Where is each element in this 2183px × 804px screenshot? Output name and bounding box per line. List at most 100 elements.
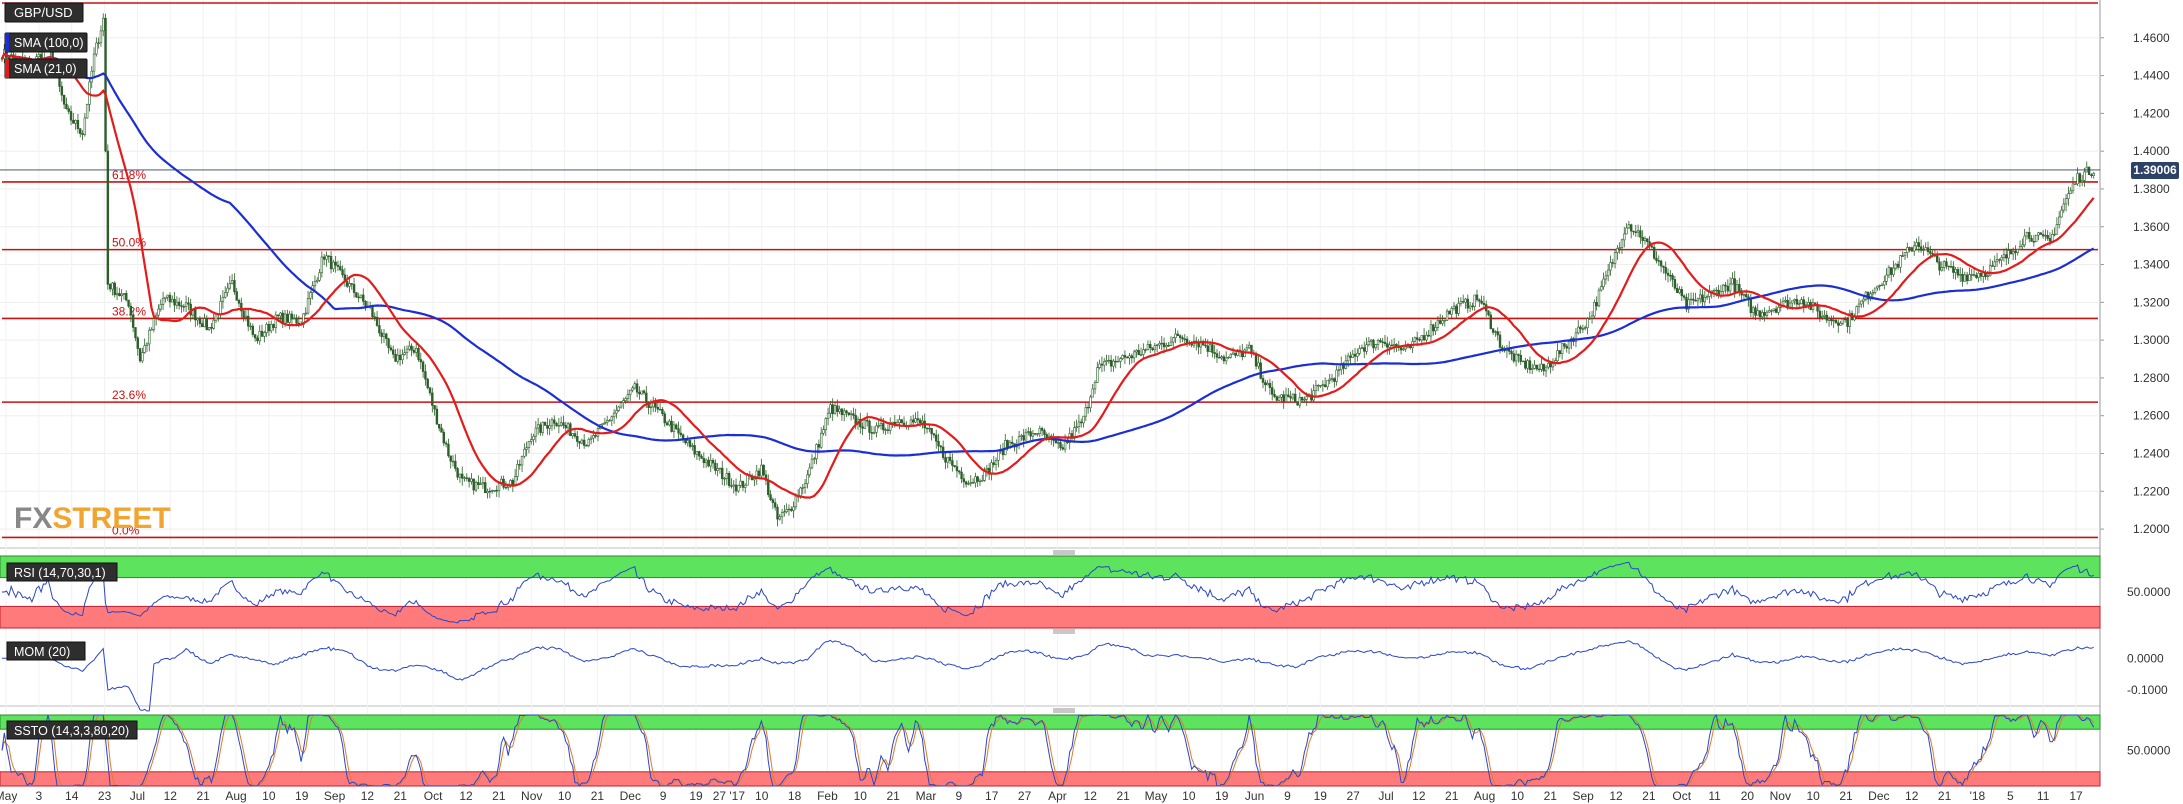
candle-body [1404, 346, 1407, 350]
candle-body [652, 402, 655, 408]
candle-body [592, 435, 595, 439]
legend-ssto[interactable]: SSTO (14,3,3,80,20) [6, 720, 138, 740]
candle-body [104, 17, 107, 152]
candle-body [1319, 385, 1322, 387]
candle-body [398, 354, 402, 361]
candle-body [997, 450, 1000, 461]
candle-body [1017, 436, 1021, 445]
candle-body [884, 429, 887, 431]
candle-body [1917, 242, 1921, 247]
candle-body [131, 314, 135, 328]
candle-body [518, 464, 521, 466]
candle-body [649, 406, 653, 409]
candle-body [1699, 294, 1702, 300]
candle-body [1158, 343, 1161, 346]
candle-body [1802, 299, 1805, 306]
candle-body [1604, 275, 1608, 280]
time-tick-label: 10 [1182, 789, 1196, 803]
candle-body [1231, 352, 1235, 355]
candle-body [1100, 363, 1104, 366]
candle-body [1333, 378, 1336, 382]
candle-body [693, 445, 696, 455]
candle-body [2085, 166, 2088, 173]
time-tick-label: Aug [1474, 789, 1495, 803]
candle-body [2053, 233, 2056, 236]
candle-body [461, 473, 464, 479]
momentum-line [2, 639, 2094, 712]
candle-body [2023, 235, 2026, 246]
candle-body [1873, 287, 1877, 293]
candle-body [122, 293, 126, 295]
candle-body [1657, 260, 1660, 262]
price-tick-label: 1.2200 [2133, 484, 2170, 498]
candle-body [1837, 322, 1840, 326]
candle-body [1705, 296, 1709, 298]
candle-body [327, 255, 330, 257]
candle-body [1027, 431, 1030, 433]
candle-body [1178, 335, 1182, 338]
candle-body [882, 423, 885, 431]
candle-body [1510, 351, 1513, 355]
candle-body [1756, 310, 1759, 316]
candle-body [1701, 294, 1704, 303]
candle-body [698, 451, 701, 457]
candle-body [1326, 379, 1329, 388]
candle-body [711, 460, 715, 464]
candle-body [764, 474, 768, 481]
candle-body [1130, 355, 1134, 359]
candle-body [553, 419, 556, 424]
candle-body [925, 427, 929, 430]
legend-sma-fast[interactable]: SMA (21,0) [4, 58, 88, 79]
candle-body [1876, 285, 1879, 289]
candle-body [617, 406, 620, 411]
candle-body [1830, 318, 1833, 322]
candle-body [845, 410, 848, 414]
candle-body [2092, 172, 2095, 176]
price-tick-label: 1.3800 [2133, 182, 2170, 196]
candle-body [1823, 314, 1826, 317]
legend-symbol[interactable]: GBP/USD [4, 2, 84, 23]
time-tick-label: May [1145, 789, 1168, 803]
price-tick-label: 1.2000 [2133, 522, 2170, 536]
panel-resize-handle-ssto[interactable] [1053, 708, 1075, 713]
candle-body [1294, 393, 1297, 403]
candle-body [939, 445, 943, 448]
candle-body [1606, 269, 1610, 277]
candle-body [1351, 353, 1354, 358]
candle-body [783, 511, 786, 514]
candle-body [1517, 353, 1520, 356]
candle-body [1020, 435, 1023, 437]
time-tick-label: 12 [164, 789, 178, 803]
legend-rsi[interactable]: RSI (14,70,30,1) [6, 562, 118, 582]
candle-body [1970, 274, 1973, 276]
candle-body [622, 400, 625, 403]
candle-body [1926, 247, 1930, 252]
candle-body [2051, 233, 2054, 242]
candle-body [859, 418, 862, 428]
candle-body [836, 405, 839, 412]
candle-body [1986, 275, 1990, 277]
candle-body [495, 490, 498, 492]
candle-body [1947, 265, 1950, 268]
candle-body [421, 361, 425, 372]
candle-body [1126, 356, 1129, 359]
candle-body [1629, 224, 1633, 232]
candle-body [1579, 326, 1582, 330]
candle-body [152, 318, 156, 330]
candle-body [785, 509, 788, 512]
candle-body [734, 484, 738, 492]
candle-body [1995, 259, 1999, 263]
panel-resize-handle-mom[interactable] [1053, 629, 1075, 634]
time-tick-label: 10 [1511, 789, 1525, 803]
candle-body [1519, 354, 1522, 362]
candle-body [2067, 193, 2070, 199]
candle-body [670, 420, 673, 432]
legend-mom[interactable]: MOM (20) [6, 641, 86, 661]
legend-sma-slow[interactable]: SMA (100,0) [4, 32, 88, 53]
time-tick-label: 21 [1642, 789, 1656, 803]
candle-body [1031, 433, 1035, 437]
panel-resize-handle-rsi[interactable] [1053, 550, 1075, 555]
candle-body [1669, 275, 1672, 277]
candle-body [1077, 421, 1081, 428]
